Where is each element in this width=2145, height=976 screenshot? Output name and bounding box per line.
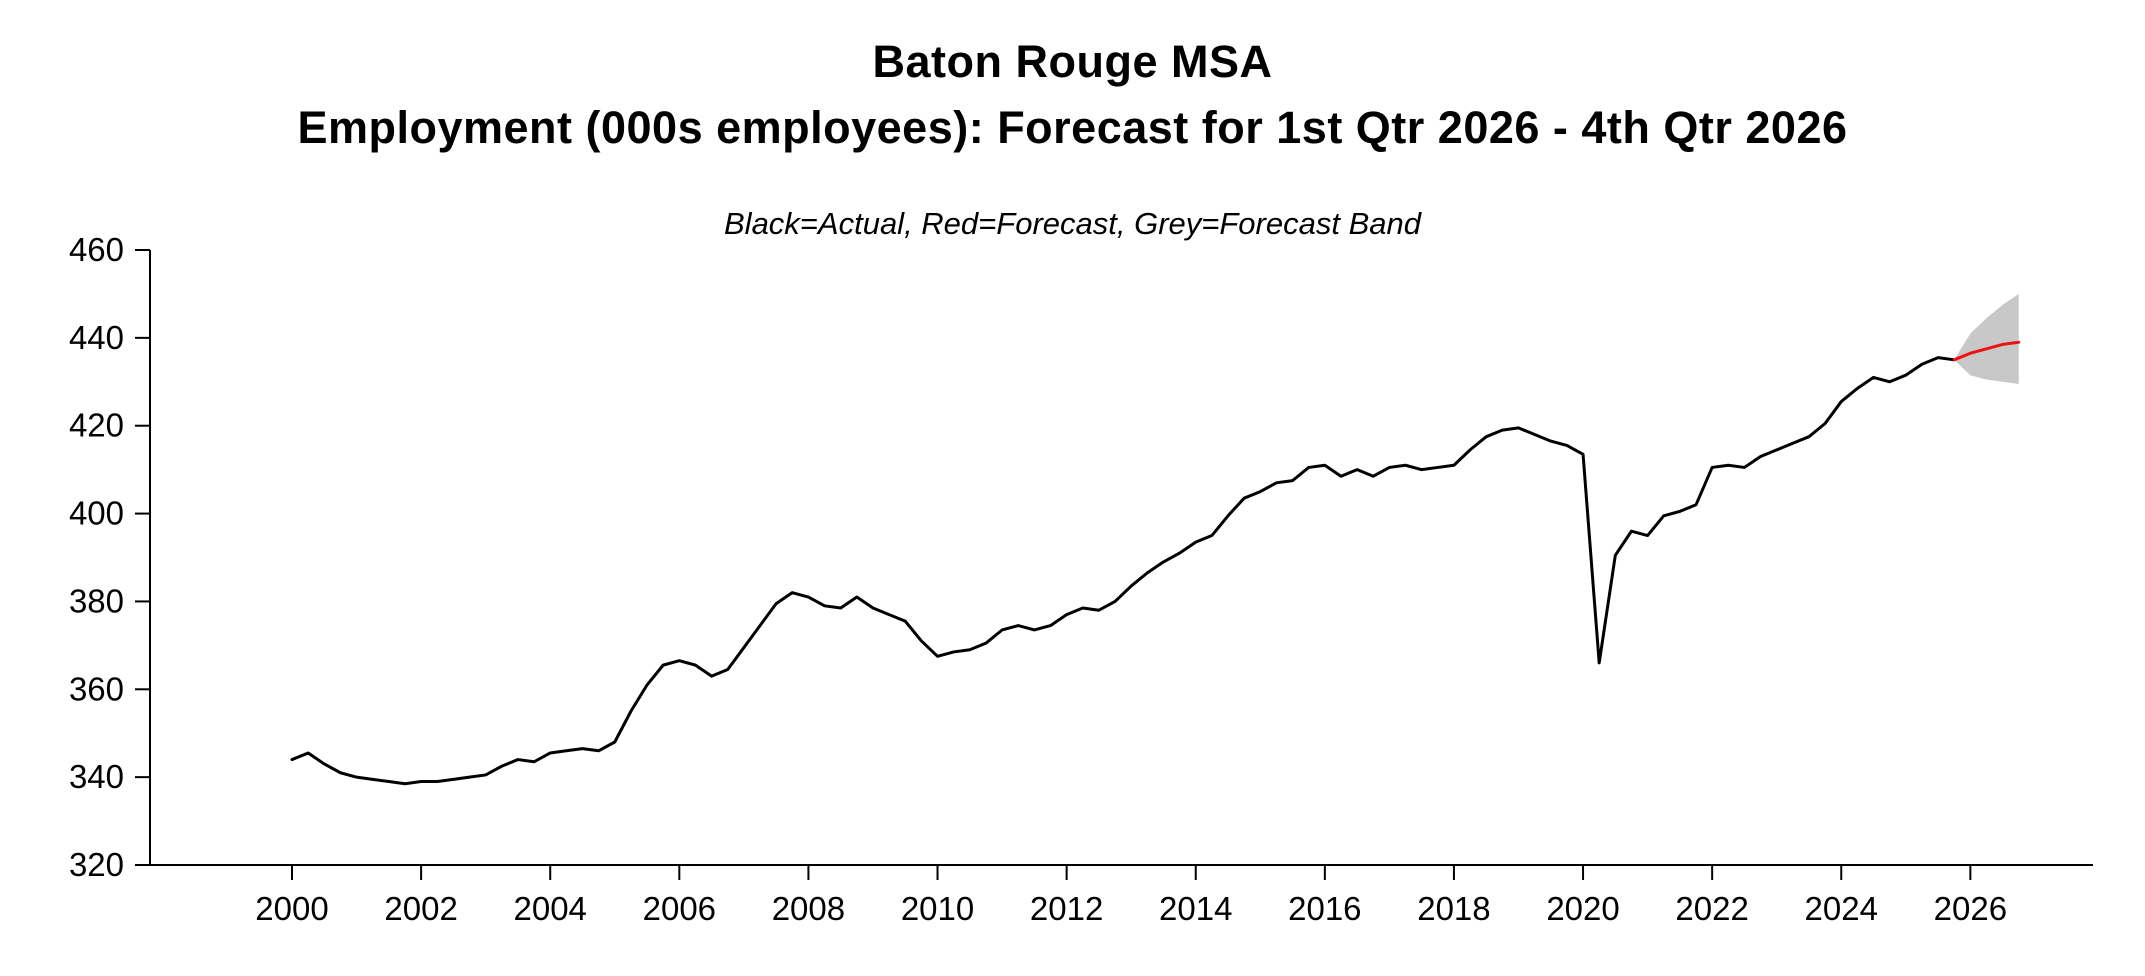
y-axis-tick-label: 340: [69, 758, 124, 795]
x-axis-tick-label: 2008: [772, 890, 845, 927]
chart-legend-note: Black=Actual, Red=Forecast, Grey=Forecas…: [724, 206, 1421, 241]
y-axis-tick-label: 440: [69, 319, 124, 356]
x-axis-tick-label: 2026: [1934, 890, 2007, 927]
chart-title-line-1: Baton Rouge MSA: [872, 36, 1273, 87]
x-axis-tick-label: 2012: [1030, 890, 1103, 927]
x-axis-tick-label: 2018: [1417, 890, 1490, 927]
x-axis-tick-label: 2002: [384, 890, 457, 927]
y-axis-tick-label: 420: [69, 407, 124, 444]
y-axis-tick-label: 380: [69, 582, 124, 619]
x-axis-tick-label: 2006: [643, 890, 716, 927]
x-axis-tick-label: 2010: [901, 890, 974, 927]
x-axis-tick-label: 2004: [514, 890, 587, 927]
forecast-line: [1952, 340, 2021, 362]
x-axis-tick-label: 2016: [1288, 890, 1361, 927]
x-axis-tick-label: 2020: [1546, 890, 1619, 927]
x-axis-tick-label: 2024: [1805, 890, 1878, 927]
x-axis-tick-label: 2014: [1159, 890, 1232, 927]
y-axis-tick-label: 460: [69, 231, 124, 268]
chart-title-line-2: Employment (000s employees): Forecast fo…: [297, 102, 1848, 153]
x-axis-tick-label: 2000: [255, 890, 328, 927]
y-axis-tick-label: 360: [69, 670, 124, 707]
actual-line: [290, 356, 1956, 786]
y-axis-tick-label: 320: [69, 846, 124, 883]
forecast-band: [1954, 293, 2019, 384]
y-axis-tick-label: 400: [69, 495, 124, 532]
x-axis-tick-label: 2022: [1675, 890, 1748, 927]
